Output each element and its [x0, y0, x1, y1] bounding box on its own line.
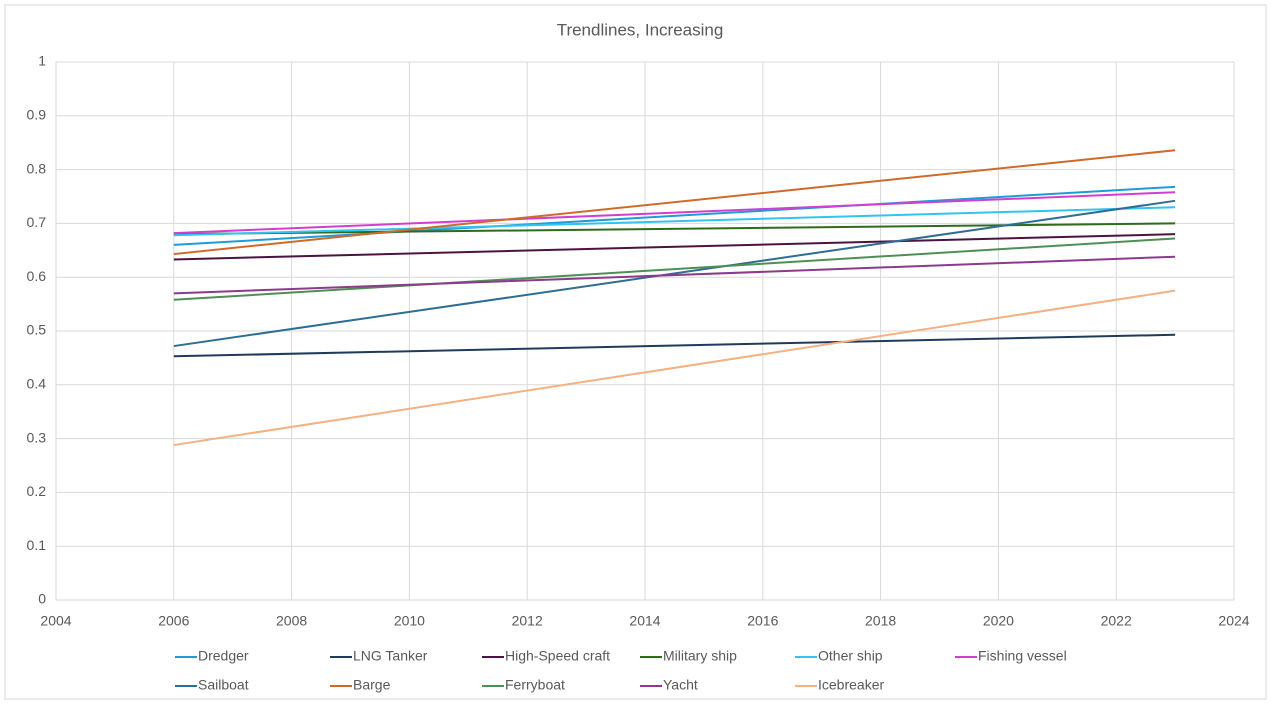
y-tick-label: 0.2	[27, 483, 47, 499]
legend-label: Fishing vessel	[978, 648, 1067, 664]
x-tick-label: 2006	[158, 613, 189, 629]
series-line	[173, 255, 1176, 295]
x-tick-label: 2016	[747, 613, 778, 629]
legend-label: LNG Tanker	[353, 648, 428, 664]
series-line	[173, 333, 1176, 358]
x-tick-label: 2018	[865, 613, 896, 629]
x-tick-label: 2020	[983, 613, 1014, 629]
chart-title: Trendlines, Increasing	[557, 20, 724, 39]
x-tick-label: 2014	[629, 613, 660, 629]
chart-border	[4, 4, 1267, 700]
x-tick-label: 2004	[40, 613, 71, 629]
series-line	[173, 237, 1176, 301]
y-tick-label: 0.3	[27, 429, 47, 445]
y-tick-label: 1	[38, 53, 46, 69]
series-line	[173, 185, 1176, 246]
y-tick-label: 0.6	[27, 268, 47, 284]
y-tick-label: 0.8	[27, 160, 47, 176]
series-line	[173, 199, 1176, 348]
x-tick-label: 2008	[276, 613, 307, 629]
legend-label: Icebreaker	[818, 677, 884, 693]
y-tick-label: 0.5	[27, 322, 47, 338]
legend-label: High-Speed craft	[505, 648, 610, 664]
y-tick-label: 0.1	[27, 537, 47, 553]
x-tick-label: 2010	[394, 613, 425, 629]
legend-label: Military ship	[663, 648, 737, 664]
legend-label: Ferryboat	[505, 677, 565, 693]
legend-label: Other ship	[818, 648, 883, 664]
series-line	[173, 206, 1176, 237]
series-line	[173, 233, 1176, 261]
legend-label: Dredger	[198, 648, 249, 664]
series-line	[173, 289, 1176, 447]
y-tick-label: 0	[38, 591, 46, 607]
legend-label: Yacht	[663, 677, 698, 693]
y-tick-label: 0.4	[27, 376, 47, 392]
series-line	[173, 191, 1176, 235]
legend-label: Sailboat	[198, 677, 249, 693]
series-line	[173, 149, 1176, 256]
x-tick-label: 2012	[512, 613, 543, 629]
x-tick-label: 2024	[1218, 613, 1249, 629]
legend-label: Barge	[353, 677, 391, 693]
y-tick-label: 0.7	[27, 214, 47, 230]
x-tick-label: 2022	[1101, 613, 1132, 629]
y-tick-label: 0.9	[27, 107, 47, 123]
